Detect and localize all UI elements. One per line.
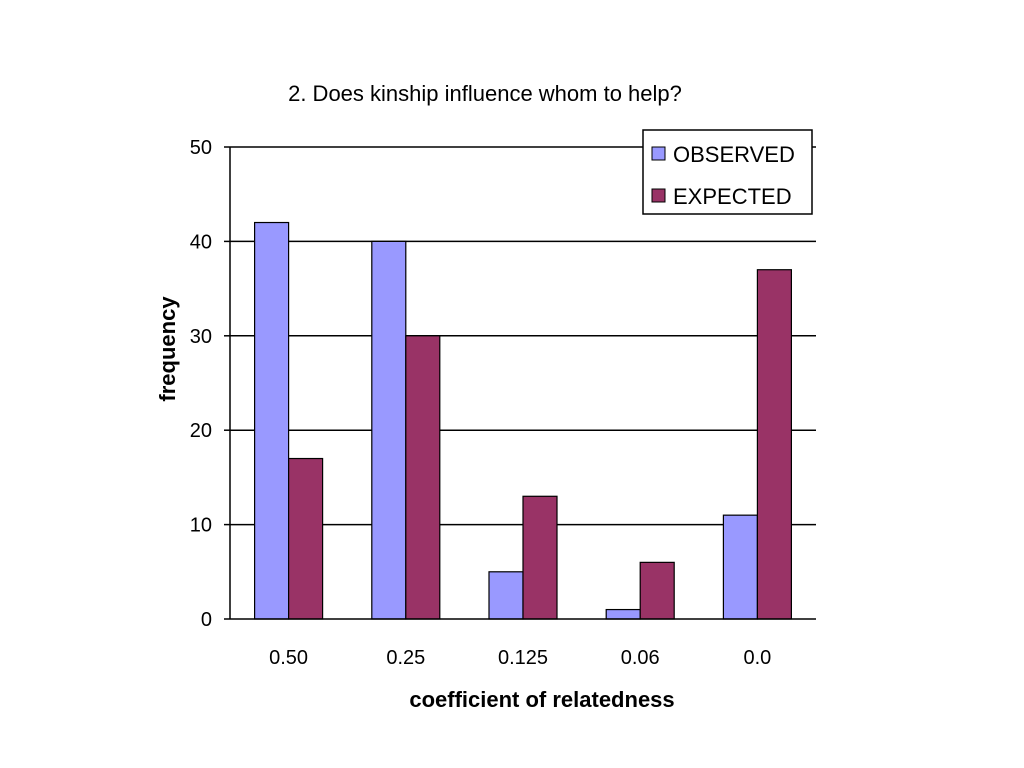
x-axis-title: coefficient of relatedness <box>409 687 674 712</box>
y-tick-label: 30 <box>190 326 212 348</box>
x-tick-label: 0.125 <box>498 647 548 669</box>
bar-expected-0 <box>288 457 324 620</box>
legend-swatch-observed <box>651 146 666 161</box>
legend: OBSERVED EXPECTED <box>642 129 813 215</box>
x-axis-ticks: 0.50 0.25 0.125 0.06 0.0 <box>269 647 771 669</box>
y-tick-label: 50 <box>190 137 212 159</box>
bar-observed-2 <box>488 571 524 620</box>
bar-observed-1 <box>371 240 407 620</box>
y-tick-label: 20 <box>190 420 212 442</box>
y-axis-ticks: 0 10 20 30 40 50 <box>190 137 230 631</box>
bar-observed-0 <box>254 221 290 620</box>
bar-observed-3 <box>605 608 641 620</box>
legend-box <box>642 129 813 215</box>
bar-expected-1 <box>405 335 441 620</box>
x-tick-label: 0.0 <box>743 647 771 669</box>
bars <box>254 221 793 620</box>
x-tick-label: 0.25 <box>386 647 425 669</box>
bar-expected-2 <box>522 495 558 620</box>
y-tick-label: 10 <box>190 515 212 537</box>
legend-label-observed: OBSERVED <box>673 142 795 167</box>
bar-observed-4 <box>722 514 759 620</box>
legend-swatch-expected <box>651 188 666 203</box>
bar-expected-4 <box>756 269 793 620</box>
legend-label-expected: EXPECTED <box>673 184 792 209</box>
chart-title: 2. Does kinship influence whom to help? <box>288 81 682 106</box>
x-tick-label: 0.06 <box>621 647 660 669</box>
bar-expected-3 <box>639 561 675 620</box>
y-tick-label: 40 <box>190 231 212 253</box>
x-tick-label: 0.50 <box>269 647 308 669</box>
y-tick-label: 0 <box>201 609 212 631</box>
y-axis-title: frequency <box>155 296 180 402</box>
gridlines <box>230 146 816 526</box>
